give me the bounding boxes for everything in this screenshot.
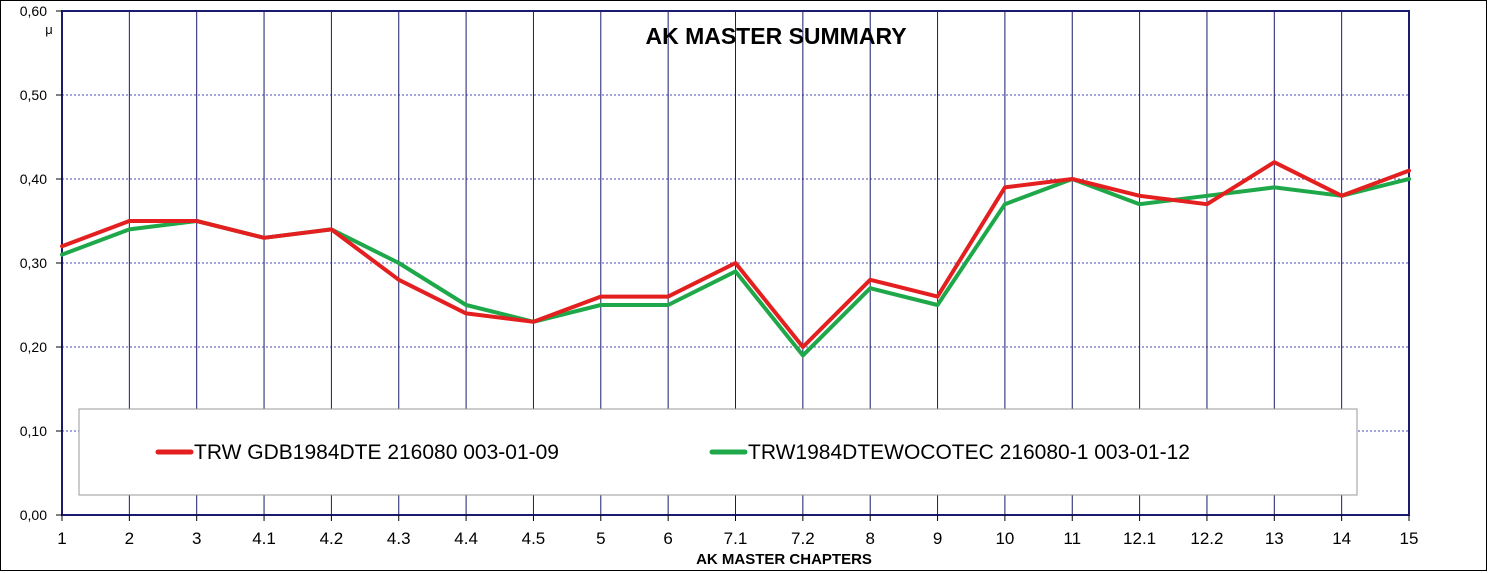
legend-label-2: TRW1984DTEWOCOTEC 216080-1 003-01-12 [748, 441, 1190, 464]
y-axis-unit: μ [45, 22, 53, 37]
x-axis-ticks: 1 2 3 4.1 4.2 4.3 4.4 4.5 5 6 7.1 7.2 8 9 10 11 12.1 12.2… [57, 515, 1418, 548]
y-tick-label: 0,50 [20, 87, 47, 103]
y-tick-label: 0,60 [20, 3, 47, 19]
chart-title: AK MASTER SUMMARY [645, 23, 906, 49]
x-tick-label: 4.2 [320, 529, 344, 548]
y-tick-label: 0,20 [20, 339, 47, 355]
series-lines [60, 160, 1411, 358]
y-tick-label: 0,40 [20, 171, 47, 187]
x-tick-label: 3 [192, 529, 201, 548]
x-tick-label: 6 [663, 529, 672, 548]
x-tick-label: 4.4 [454, 529, 478, 548]
x-tick-label: 15 [1400, 529, 1419, 548]
x-tick-label: 4.3 [387, 529, 411, 548]
x-tick-label: 7.2 [791, 529, 815, 548]
x-axis-title: AK MASTER CHAPTERS [696, 551, 872, 568]
legend: TRW GDB1984DTE 216080 003-01-09 TRW1984DT… [78, 408, 1358, 496]
x-tick-label: 12.1 [1123, 529, 1156, 548]
x-tick-label: 2 [125, 529, 134, 548]
y-tick-label: 0,30 [20, 255, 47, 271]
x-tick-label: 12.2 [1190, 529, 1223, 548]
x-tick-label: 13 [1265, 529, 1284, 548]
x-tick-label: 4.1 [252, 529, 276, 548]
x-tick-label: 9 [933, 529, 942, 548]
legend-label-1: TRW GDB1984DTE 216080 003-01-09 [194, 441, 559, 464]
x-tick-label: 8 [865, 529, 874, 548]
x-tick-label: 10 [995, 529, 1014, 548]
series-line-1 [60, 160, 1411, 349]
x-tick-label: 5 [596, 529, 605, 548]
x-tick-label: 1 [57, 529, 66, 548]
y-axis-ticks: 0,00 0,10 0,20 0,30 0,40 0,50 0,60 [20, 3, 62, 523]
x-tick-label: 11 [1063, 529, 1081, 548]
y-tick-label: 0,10 [20, 423, 47, 439]
x-tick-label: 14 [1332, 529, 1351, 548]
x-tick-label: 4.5 [522, 529, 546, 548]
y-tick-label: 0,00 [20, 507, 47, 523]
x-tick-label: 7.1 [724, 529, 748, 548]
